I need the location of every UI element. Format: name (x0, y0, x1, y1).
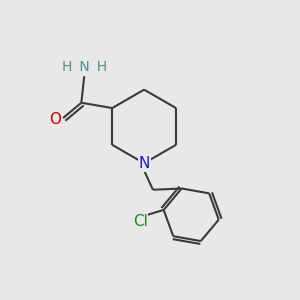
Text: O: O (49, 112, 61, 127)
Text: H N H: H N H (62, 60, 107, 74)
Text: Cl: Cl (133, 214, 148, 229)
Text: N: N (138, 156, 150, 171)
